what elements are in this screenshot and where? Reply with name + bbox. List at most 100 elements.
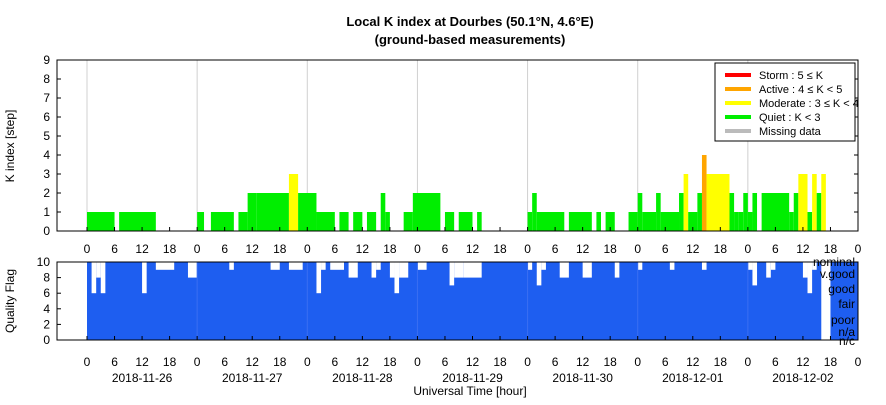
q-x-tick-label: 0 [524, 355, 531, 369]
quality-flag-gap [187, 262, 198, 278]
k-y-tick-label: 3 [43, 167, 50, 181]
q-flag-level-label: v.good [820, 267, 855, 281]
k-index-bar [403, 212, 413, 231]
quality-flag-gap [752, 262, 758, 286]
q-x-tick-label: 0 [194, 355, 201, 369]
k-x-tick-label: 18 [383, 242, 397, 256]
q-y-tick-label: 10 [37, 255, 51, 269]
k-x-tick-label: 12 [466, 242, 480, 256]
q-x-tick-label: 12 [796, 355, 810, 369]
k-index-bar [197, 212, 205, 231]
quality-flag-gap [541, 262, 546, 270]
k-y-tick-label: 6 [43, 110, 50, 124]
q-x-tick-label: 12 [246, 355, 260, 369]
k-index-bar [637, 193, 643, 231]
q-plot-frame [56, 261, 859, 341]
k-x-tick-label: 12 [356, 242, 370, 256]
q-x-tick-label: 0 [304, 355, 311, 369]
quality-flag-gap [330, 262, 344, 270]
q-x-tick-label: 18 [163, 355, 177, 369]
k-index-bar [536, 212, 565, 231]
k-index-bar [812, 174, 817, 231]
quality-flag-gap [821, 262, 831, 340]
k-x-tick-label: 0 [855, 242, 862, 256]
k-index-bar [683, 174, 689, 231]
k-index-bar [807, 212, 813, 231]
quality-flag-gap [155, 262, 175, 270]
q-y-tick-label: 2 [43, 317, 50, 331]
k-x-tick-label: 0 [414, 242, 421, 256]
k-index-bar [210, 212, 234, 231]
k-y-tick-label: 0 [43, 224, 50, 238]
q-x-tick-label: 18 [493, 355, 507, 369]
k-index-bar [353, 212, 363, 231]
q-x-tick-label: 6 [442, 355, 449, 369]
k-x-tick-label: 12 [246, 242, 260, 256]
legend-label: Quiet : K < 3 [759, 112, 820, 124]
q-x-tick-label: 12 [135, 355, 149, 369]
legend-label: Moderate : 3 ≤ K < 4 [759, 98, 859, 110]
k-x-tick-label: 18 [273, 242, 287, 256]
q-date-label: 2018-11-26 [112, 371, 173, 385]
k-index-bar [789, 212, 794, 231]
k-x-tick-label: 0 [304, 242, 311, 256]
k-x-tick-label: 12 [796, 242, 810, 256]
q-flag-level-label: fair [838, 297, 855, 311]
k-index-bar [366, 212, 377, 231]
k-x-tick-label: 12 [135, 242, 149, 256]
k-index-bar [761, 193, 790, 231]
legend-label: Missing data [759, 126, 822, 138]
q-date-label: 2018-11-28 [332, 371, 393, 385]
q-x-tick-label: 18 [273, 355, 287, 369]
k-x-tick-label: 18 [714, 242, 728, 256]
q-x-tick-label: 18 [824, 355, 838, 369]
k-index-bar [119, 212, 156, 231]
quality-flag-gap [614, 262, 620, 278]
quality-flag-gap [527, 262, 533, 270]
k-x-tick-label: 12 [686, 242, 700, 256]
x-axis-label: Universal Time [hour] [413, 384, 526, 398]
k-x-tick-label: 0 [745, 242, 752, 256]
k-index-bar [793, 193, 799, 231]
q-flag-level-label: nominal [813, 255, 855, 269]
chart-title: Local K index at Dourbes (50.1°N, 4.6°E) [346, 14, 593, 29]
q-x-tick-label: 18 [603, 355, 617, 369]
legend-label: Active : 4 ≤ K < 5 [759, 84, 842, 96]
quality-flag-gap [812, 262, 817, 270]
q-y-tick-label: 6 [43, 286, 50, 300]
k-y-tick-label: 5 [43, 129, 50, 143]
k-x-tick-label: 18 [163, 242, 177, 256]
quality-flag-gap [637, 262, 643, 270]
quality-flag-gap [270, 262, 280, 270]
q-date-label: 2018-11-30 [552, 371, 613, 385]
k-index-bar [247, 193, 257, 231]
quality-flag-gap [463, 262, 482, 278]
q-x-tick-label: 6 [552, 355, 559, 369]
k-index-bar [701, 155, 707, 231]
k-index-bar [605, 212, 615, 231]
k-x-tick-label: 0 [194, 242, 201, 256]
q-flag-level-label: good [828, 282, 855, 296]
quality-flag-gap [348, 262, 358, 278]
k-x-tick-label: 18 [493, 242, 507, 256]
k-x-tick-label: 6 [552, 242, 559, 256]
k-y-tick-label: 2 [43, 186, 50, 200]
quality-flag-gap [389, 262, 395, 278]
k-index-bar [256, 193, 289, 231]
quality-flag-gap [802, 262, 808, 278]
quality-flag-gap [96, 262, 101, 278]
k-index-bar [298, 193, 317, 231]
quality-flag-gap [669, 262, 675, 270]
k-index-bar [385, 212, 390, 231]
k-index-bar [743, 193, 748, 231]
q-x-tick-label: 0 [634, 355, 641, 369]
k-x-tick-label: 6 [221, 242, 228, 256]
k-index-bar [444, 212, 455, 231]
q-date-label: 2018-12-02 [772, 371, 834, 385]
k-index-bar [642, 212, 657, 231]
k-index-bar [532, 193, 537, 231]
q-y-tick-label: 8 [43, 271, 50, 285]
k-x-tick-label: 6 [442, 242, 449, 256]
k-index-bar [316, 212, 335, 231]
